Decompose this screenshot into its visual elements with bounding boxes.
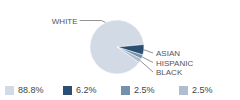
- svg-text:HISPANIC: HISPANIC: [156, 59, 193, 68]
- svg-text:ASIAN: ASIAN: [156, 49, 180, 58]
- svg-text:WHITE: WHITE: [52, 17, 78, 26]
- svg-text:BLACK: BLACK: [156, 68, 183, 77]
- html-text:2.5%: 2.5%: [134, 85, 155, 95]
- html-text:88.8%: 88.8%: [18, 85, 44, 95]
- html-text:6.2%: 6.2%: [76, 85, 97, 95]
- html-text:2.5%: 2.5%: [192, 85, 213, 95]
